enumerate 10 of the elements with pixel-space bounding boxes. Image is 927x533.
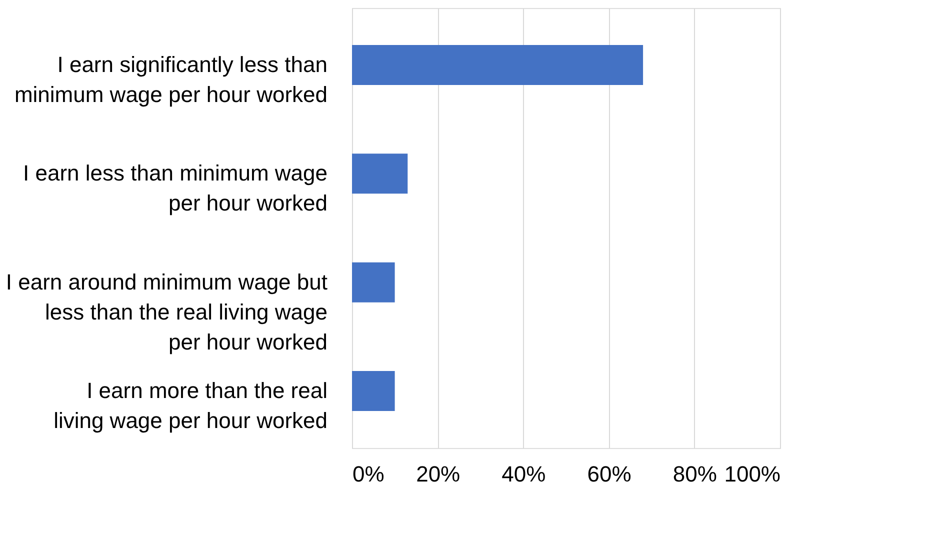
y-tick-label: I earn significantly less than minimum wage per hour worked <box>14 52 328 108</box>
x-tick-label: 20% <box>416 462 460 486</box>
y-tick-label: I earn around minimum wage but less than the real living wage per hour worked <box>6 269 328 354</box>
x-tick-label: 80% <box>672 462 717 486</box>
x-tick-label: 60% <box>587 462 632 486</box>
x-tick-label: 100% <box>724 462 780 486</box>
x-tick-label: 40% <box>502 462 546 486</box>
x-tick-label: 0% <box>352 462 384 486</box>
y-tick-label: I earn less than minimum wage per hour worked <box>23 160 328 216</box>
y-tick-label: I earn more than the real living wage per hour worked <box>54 378 328 433</box>
